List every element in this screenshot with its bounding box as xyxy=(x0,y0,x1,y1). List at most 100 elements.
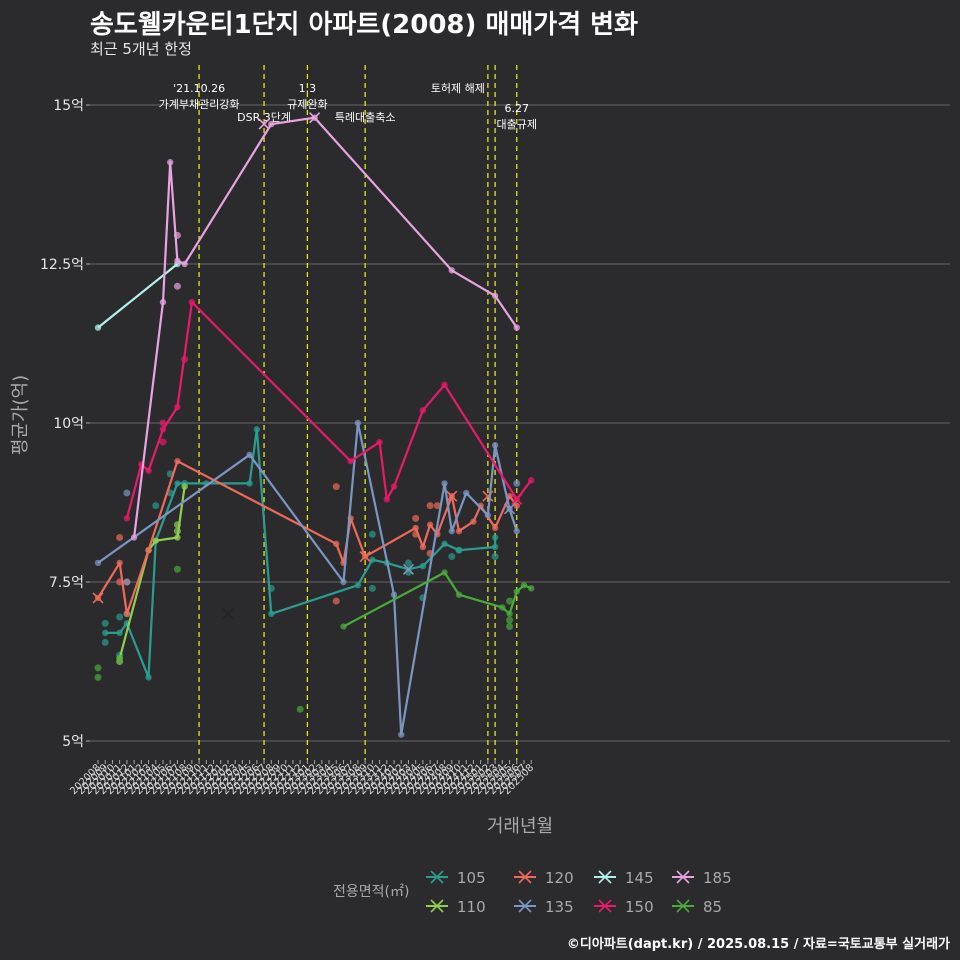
cross-marker xyxy=(359,550,371,563)
data-point xyxy=(448,267,455,274)
event-label: 가계부채관리강화 xyxy=(159,98,240,111)
series-150 xyxy=(123,298,535,522)
cross-marker xyxy=(402,563,415,575)
data-point xyxy=(491,553,499,561)
data-point xyxy=(246,480,253,487)
y-tick-label: 5억 xyxy=(62,734,84,750)
data-point xyxy=(513,588,520,595)
data-point xyxy=(441,540,448,548)
legend-key-cross xyxy=(430,899,444,913)
legend-item-85: 85 xyxy=(672,898,722,916)
legend-key-cross xyxy=(430,870,444,884)
data-point xyxy=(94,673,102,681)
event-label: '21.10.26 xyxy=(173,82,225,95)
data-point xyxy=(246,451,253,458)
data-point xyxy=(419,407,427,414)
data-point xyxy=(159,298,167,306)
data-point xyxy=(145,547,152,554)
data-point xyxy=(426,502,434,510)
cross-marker xyxy=(446,490,458,502)
data-point xyxy=(159,426,167,433)
data-point xyxy=(383,496,390,503)
data-point xyxy=(528,477,535,484)
data-point xyxy=(332,483,340,491)
source-caption: ©디아파트(dapt.kr) / 2025.08.15 / 자료=국토교통부 실… xyxy=(566,937,950,952)
y-tick-label: 12.5억 xyxy=(40,257,84,273)
data-point xyxy=(433,502,441,510)
event-label: 1.3 xyxy=(299,82,317,95)
data-point xyxy=(419,543,427,551)
data-point xyxy=(101,638,109,646)
data-point xyxy=(253,426,261,433)
data-point xyxy=(354,419,362,427)
series-line xyxy=(125,301,533,519)
data-point xyxy=(376,438,383,446)
data-point xyxy=(130,534,138,541)
data-point xyxy=(506,616,514,624)
data-point xyxy=(152,537,159,544)
data-point xyxy=(94,559,102,567)
data-point xyxy=(181,483,188,490)
data-point xyxy=(116,629,123,637)
data-point xyxy=(463,489,470,497)
data-point xyxy=(268,610,275,617)
cross-marker xyxy=(222,608,234,620)
legend-label: 105 xyxy=(457,869,486,887)
data-point xyxy=(174,257,181,265)
plot-panel xyxy=(90,65,950,760)
data-point xyxy=(513,479,521,487)
data-point xyxy=(470,518,477,525)
data-point xyxy=(173,565,181,573)
data-point xyxy=(390,591,398,598)
data-point xyxy=(340,578,347,586)
y-tick-label: 15억 xyxy=(53,98,84,114)
y-tick-label: 7.5억 xyxy=(49,575,84,591)
data-point xyxy=(398,731,405,738)
series-135 xyxy=(94,419,521,738)
data-point xyxy=(419,562,427,570)
data-point xyxy=(123,515,131,522)
y-axis-title: 평균가(억) xyxy=(10,375,31,455)
data-point xyxy=(347,457,354,465)
chart-subtitle: 최근 5개년 한정 xyxy=(90,40,192,58)
legend-label: 120 xyxy=(545,869,574,887)
event-label: 토허제 해제 xyxy=(431,81,485,95)
data-point xyxy=(123,610,131,617)
legend-label: 85 xyxy=(703,898,722,916)
event-label: 대출규제 xyxy=(497,118,537,131)
data-point xyxy=(152,502,160,510)
data-point xyxy=(94,324,102,331)
legend-label: 185 xyxy=(703,869,732,887)
data-point xyxy=(455,547,463,554)
data-point xyxy=(174,534,181,541)
data-point xyxy=(354,581,362,589)
series-85 xyxy=(94,565,535,713)
cross-marker xyxy=(309,112,321,124)
data-point xyxy=(116,559,123,567)
data-point xyxy=(441,381,448,389)
legend-label: 150 xyxy=(625,898,654,916)
event-label: DSR 3단계 xyxy=(237,111,291,124)
data-point xyxy=(499,604,506,611)
legend-key-cross xyxy=(598,899,612,913)
legend-title: 전용면적(㎡) xyxy=(333,884,409,900)
data-point xyxy=(145,467,152,474)
data-point xyxy=(173,282,181,290)
data-point xyxy=(491,524,499,532)
data-point xyxy=(340,623,347,630)
data-point xyxy=(404,559,412,567)
chart-title: 송도웰카운티1단지 아파트(2008) 매매가격 변화 xyxy=(90,10,639,40)
data-point xyxy=(368,584,376,592)
data-point xyxy=(426,521,434,528)
data-point xyxy=(333,540,340,548)
data-point xyxy=(441,480,448,487)
data-point xyxy=(491,442,499,449)
data-point xyxy=(268,120,275,128)
cross-marker xyxy=(92,592,104,604)
legend-key-cross xyxy=(676,870,690,884)
data-point xyxy=(116,613,124,621)
data-point xyxy=(174,457,181,465)
legend-label: 135 xyxy=(545,898,574,916)
data-point xyxy=(412,514,420,522)
